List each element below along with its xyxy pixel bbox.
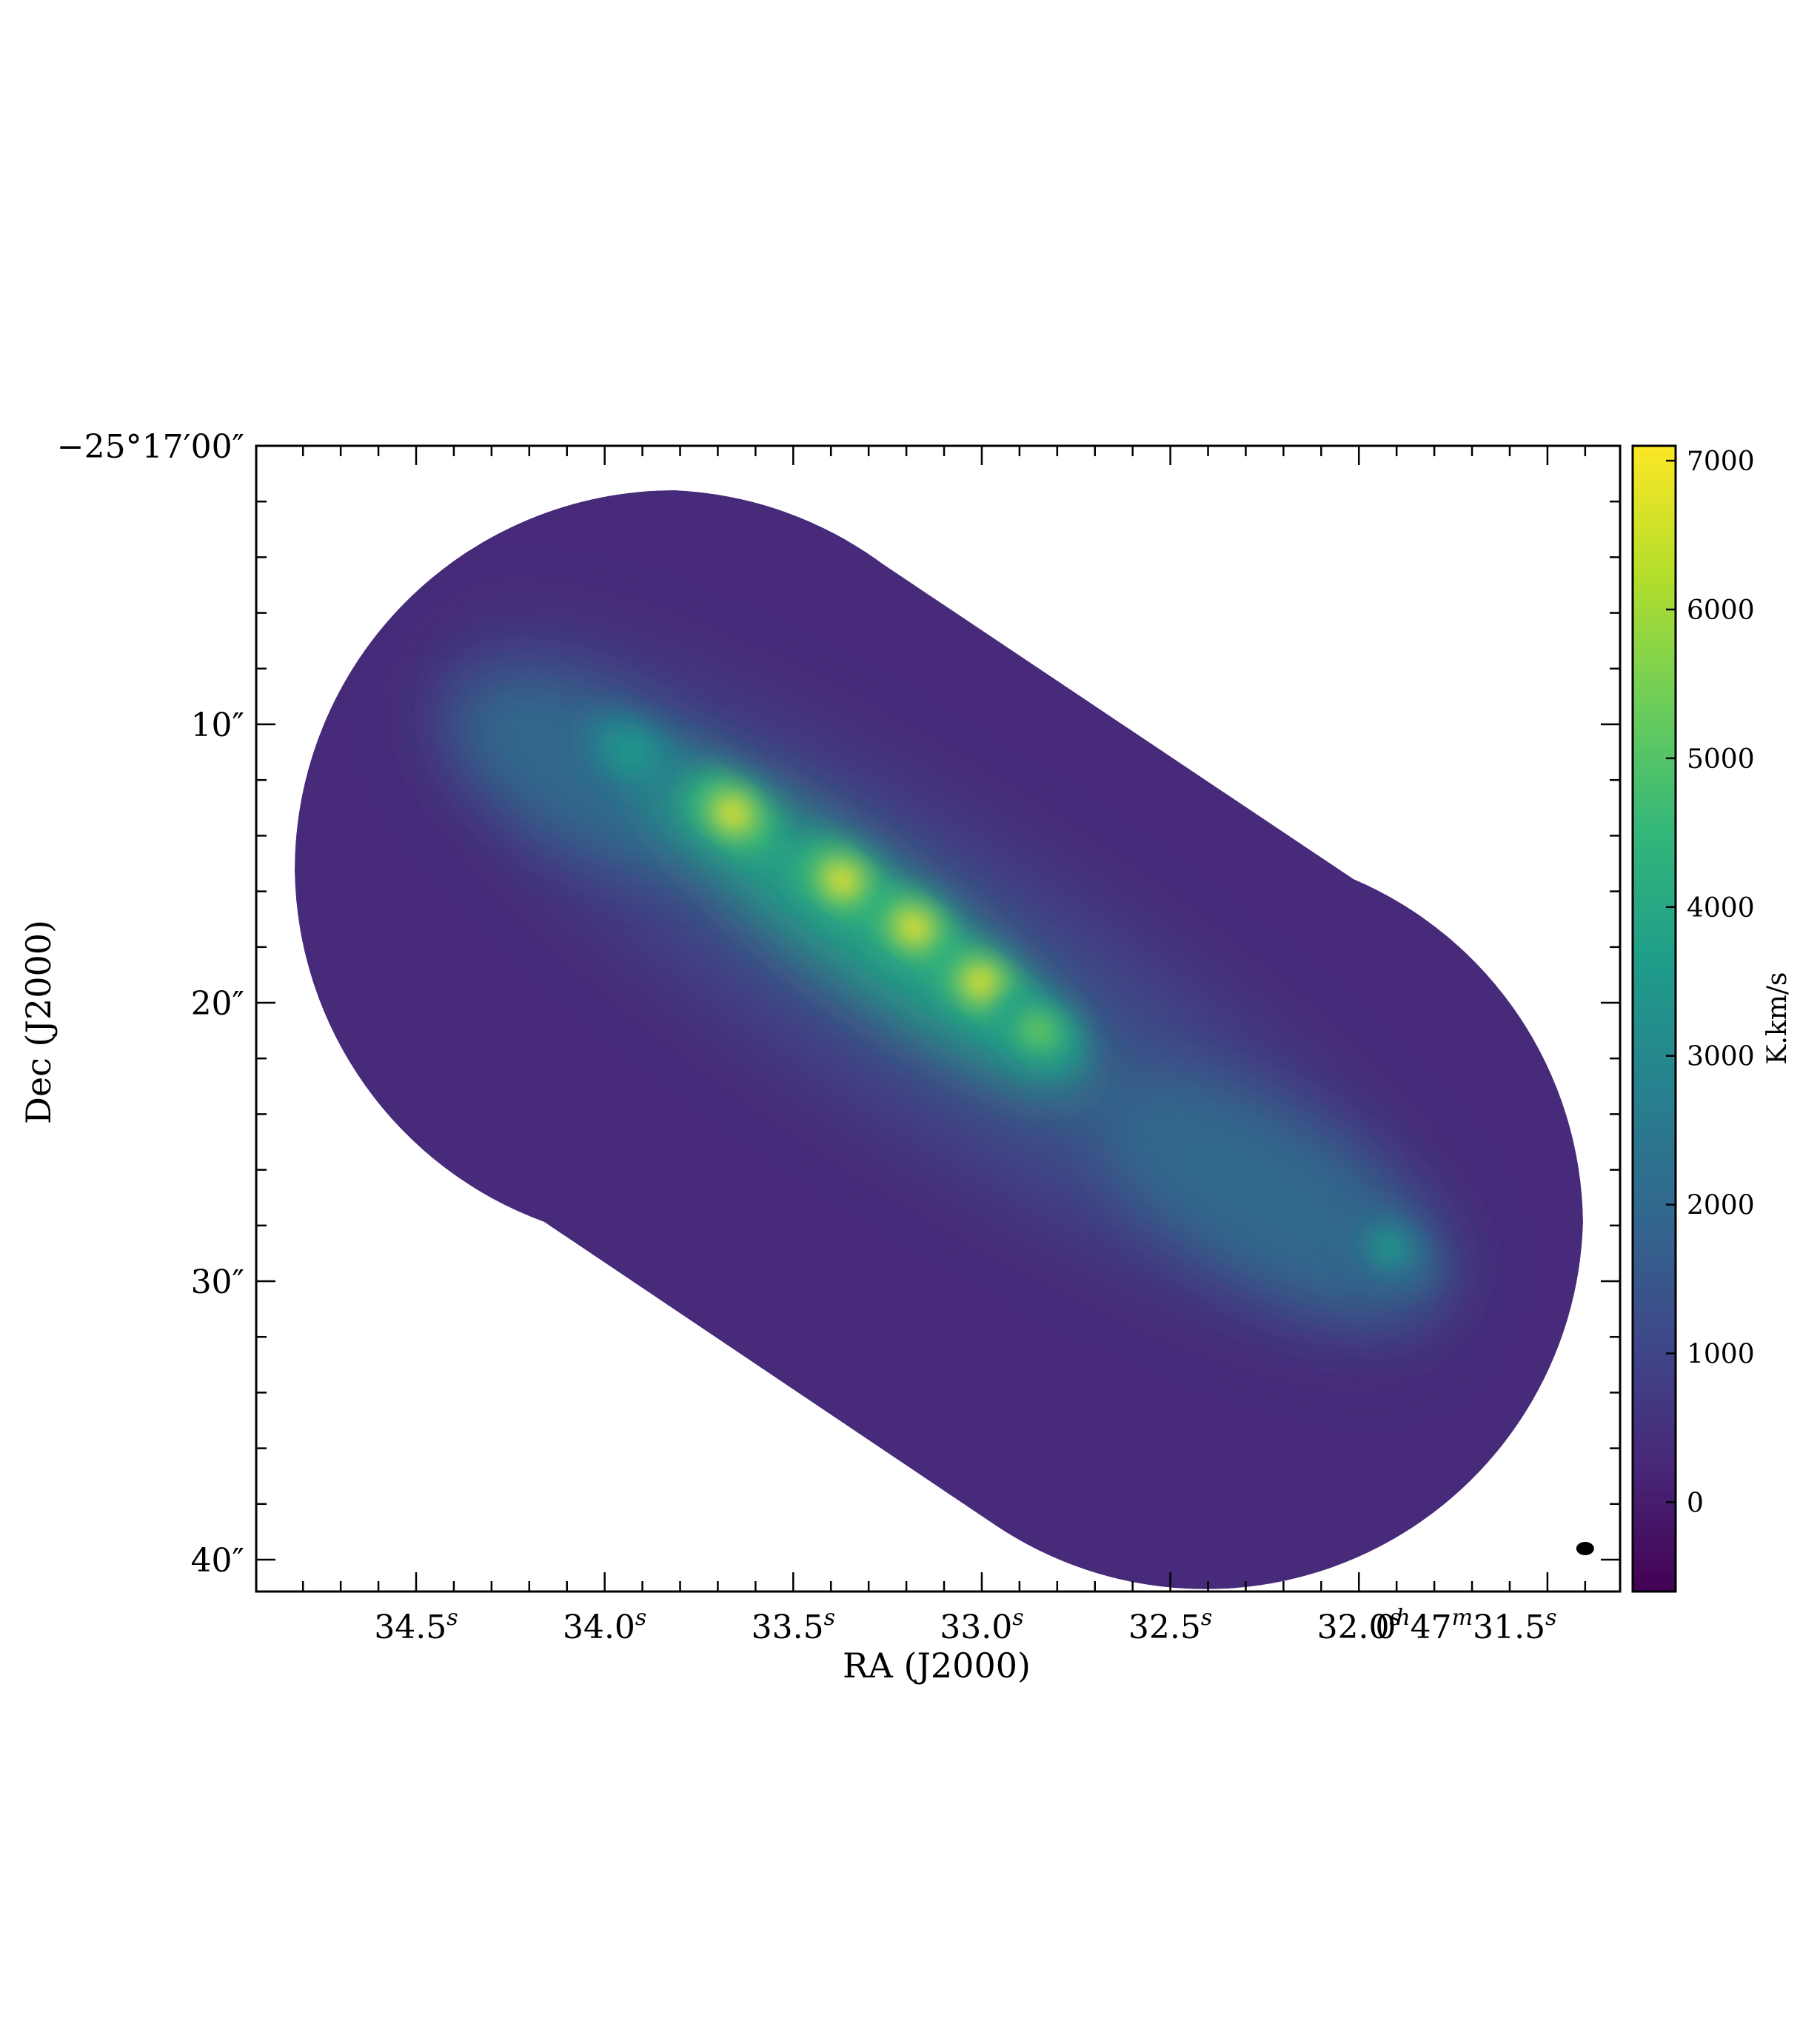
colorbar-tick-label: 7000 xyxy=(1687,447,1755,477)
y-tick-label: 10″ xyxy=(191,707,244,744)
colorbar-ticks: 0 1000 2000 3000 4000 5000 6000 7000 xyxy=(1666,447,1755,1518)
colorbar-label: K.km/s xyxy=(1762,972,1793,1065)
x-ticks xyxy=(301,446,1587,1592)
emission-peak xyxy=(821,861,863,900)
x-tick-label: 32.0s xyxy=(1317,1605,1401,1646)
colorbar-tick-label: 2000 xyxy=(1687,1191,1755,1221)
x-tick-label: 33.0s xyxy=(940,1605,1023,1646)
emission-map xyxy=(294,490,1583,1589)
x-tick-label: 0h47m31.5s xyxy=(1375,1605,1556,1646)
emission-peak xyxy=(610,732,652,772)
emission-peak xyxy=(1368,1228,1411,1268)
colorbar-tick-label: 0 xyxy=(1687,1488,1704,1518)
y-ticks xyxy=(256,444,1620,1561)
y-tick-label: 40″ xyxy=(191,1542,244,1580)
y-tick-labels: −25°17′00″ 10″ 20″ 30″ 40″ xyxy=(57,428,244,1580)
emission-peak xyxy=(1017,1011,1060,1050)
colorbar-tick-label: 6000 xyxy=(1687,595,1755,626)
colorbar-frame xyxy=(1631,444,1677,1593)
diffuse-disc-emission-ne xyxy=(449,675,720,866)
emission-peak xyxy=(712,794,754,833)
beam-ellipse xyxy=(1576,1541,1594,1555)
colorbar-tick-label: 1000 xyxy=(1687,1340,1755,1370)
x-tick-label: 34.0s xyxy=(563,1605,646,1646)
plot-frame xyxy=(255,444,1622,1593)
y-tick-label: −25°17′00″ xyxy=(57,428,244,466)
colorbar-gradient xyxy=(1633,446,1676,1592)
colorbar: 0 1000 2000 3000 4000 5000 6000 7000 K.km/s xyxy=(1631,444,1793,1593)
x-tick-label: 32.5s xyxy=(1128,1605,1212,1646)
colorbar-tick-label: 3000 xyxy=(1687,1042,1755,1072)
x-tick-label: 33.5s xyxy=(752,1605,835,1646)
colorbar-tick-label: 4000 xyxy=(1687,893,1755,924)
y-tick-label: 30″ xyxy=(191,1263,244,1301)
y-tick-label: 20″ xyxy=(191,985,244,1023)
colorbar-tick-label: 5000 xyxy=(1687,744,1755,775)
emission-peak xyxy=(893,908,935,947)
emission-peaks xyxy=(584,712,1436,1289)
y-axis-label: Dec (J2000) xyxy=(19,920,58,1124)
x-tick-label: 34.5s xyxy=(374,1605,458,1646)
emission-peak xyxy=(960,963,1003,1003)
x-axis-label: RA (J2000) xyxy=(843,1646,1031,1686)
